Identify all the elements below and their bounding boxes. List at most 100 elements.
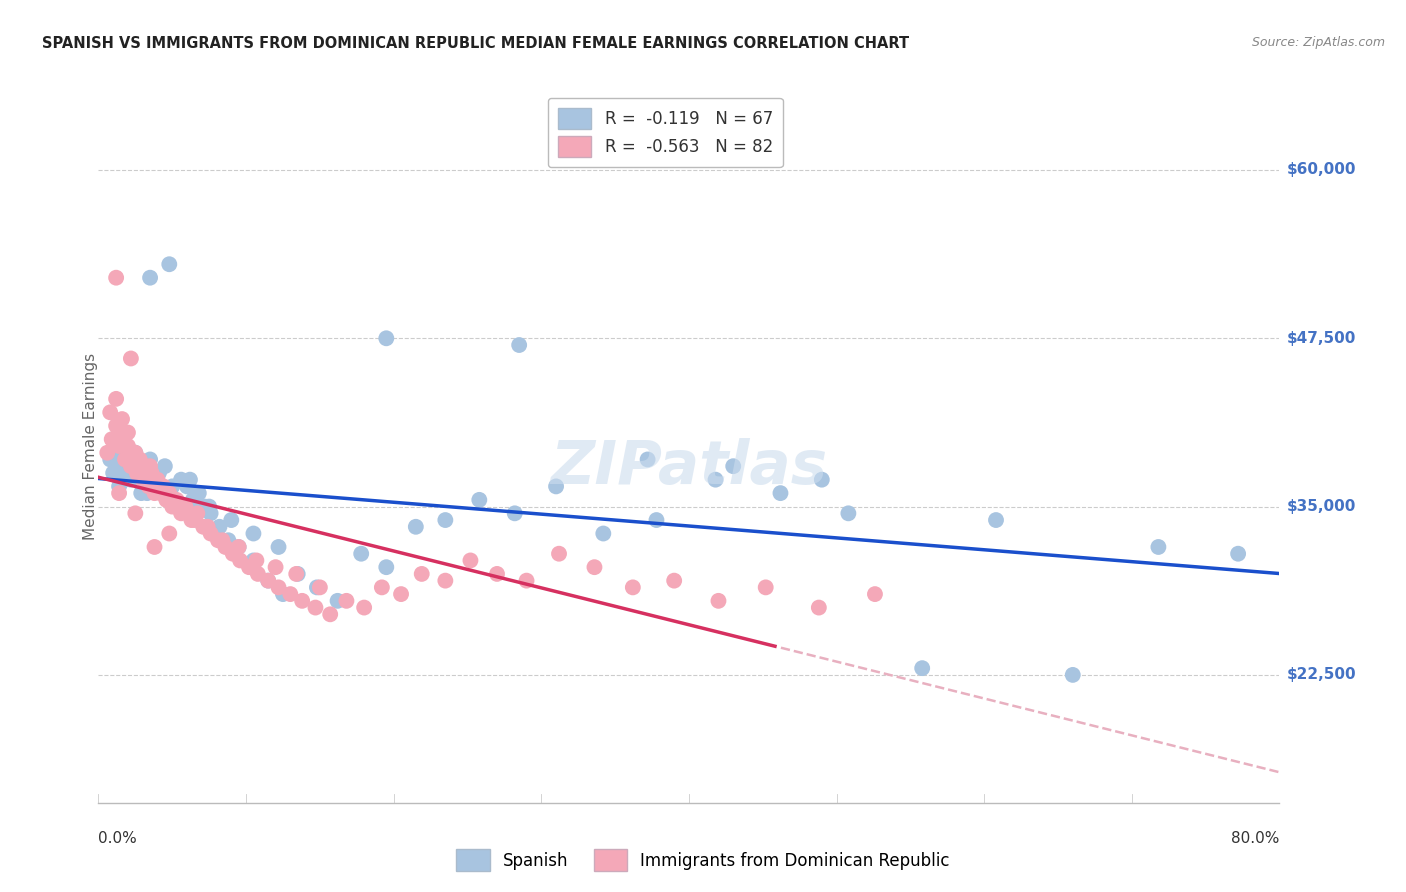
Point xyxy=(166,500,188,514)
Point xyxy=(183,513,205,527)
Point xyxy=(155,492,177,507)
Point xyxy=(124,446,146,460)
Point xyxy=(242,553,264,567)
Point xyxy=(170,473,193,487)
Point xyxy=(863,587,886,601)
Point xyxy=(411,566,433,581)
Text: $22,500: $22,500 xyxy=(1286,667,1357,682)
Point xyxy=(769,486,792,500)
Point xyxy=(271,587,294,601)
Legend: R =  -0.119   N = 67, R =  -0.563   N = 82: R = -0.119 N = 67, R = -0.563 N = 82 xyxy=(548,97,783,167)
Point xyxy=(105,270,128,285)
Point xyxy=(707,594,730,608)
Point xyxy=(291,594,314,608)
Point xyxy=(157,526,180,541)
Point xyxy=(138,479,160,493)
Point xyxy=(984,513,1007,527)
Text: ZIPatlas: ZIPatlas xyxy=(550,438,828,497)
Point xyxy=(159,492,181,507)
Point xyxy=(180,513,202,527)
Point xyxy=(125,466,148,480)
Point xyxy=(197,520,219,534)
Text: Source: ZipAtlas.com: Source: ZipAtlas.com xyxy=(1251,36,1385,49)
Point xyxy=(150,479,173,493)
Point xyxy=(142,473,165,487)
Point xyxy=(807,600,830,615)
Point xyxy=(245,553,267,567)
Point xyxy=(128,452,150,467)
Point xyxy=(755,580,778,594)
Point xyxy=(664,574,686,588)
Point xyxy=(515,574,537,588)
Point xyxy=(139,452,162,467)
Point xyxy=(174,500,197,514)
Point xyxy=(152,479,174,493)
Text: $35,000: $35,000 xyxy=(1286,500,1355,514)
Point xyxy=(229,553,252,567)
Point xyxy=(721,459,744,474)
Point xyxy=(810,473,832,487)
Point xyxy=(285,566,308,581)
Point xyxy=(186,506,208,520)
Point xyxy=(837,506,859,520)
Point xyxy=(124,446,146,460)
Point xyxy=(98,452,121,467)
Point xyxy=(176,479,198,493)
Point xyxy=(111,425,134,440)
Point xyxy=(207,533,229,548)
Point xyxy=(389,587,412,601)
Point xyxy=(375,331,398,345)
Point xyxy=(120,459,142,474)
Point xyxy=(120,351,142,366)
Point xyxy=(108,486,131,500)
Point xyxy=(146,473,169,487)
Point xyxy=(267,580,290,594)
Point xyxy=(267,540,290,554)
Point xyxy=(305,580,328,594)
Point xyxy=(228,540,250,554)
Point xyxy=(117,439,139,453)
Point xyxy=(105,392,128,406)
Point xyxy=(198,500,221,514)
Point xyxy=(105,418,128,433)
Point xyxy=(242,526,264,541)
Point xyxy=(592,526,614,541)
Point xyxy=(211,533,233,548)
Point xyxy=(108,479,131,493)
Point xyxy=(264,560,287,574)
Text: 80.0%: 80.0% xyxy=(1232,831,1279,847)
Point xyxy=(132,473,155,487)
Point xyxy=(583,560,606,574)
Point xyxy=(139,270,162,285)
Point xyxy=(257,574,280,588)
Point xyxy=(129,486,152,500)
Y-axis label: Median Female Earnings: Median Female Earnings xyxy=(83,352,97,540)
Point xyxy=(127,466,149,480)
Point xyxy=(238,560,260,574)
Point xyxy=(156,492,179,507)
Point xyxy=(508,338,530,352)
Point xyxy=(114,452,136,467)
Point xyxy=(637,452,659,467)
Point xyxy=(157,486,180,500)
Point xyxy=(172,500,194,514)
Point xyxy=(304,600,326,615)
Point xyxy=(145,479,167,493)
Point xyxy=(170,506,193,520)
Point xyxy=(544,479,567,493)
Point xyxy=(548,547,571,561)
Point xyxy=(1227,547,1250,561)
Point xyxy=(335,594,357,608)
Legend: Spanish, Immigrants from Dominican Republic: Spanish, Immigrants from Dominican Repub… xyxy=(449,841,957,880)
Point xyxy=(217,533,239,548)
Point xyxy=(117,452,139,467)
Point xyxy=(124,506,146,520)
Text: $47,500: $47,500 xyxy=(1286,331,1355,346)
Point xyxy=(103,466,125,480)
Point xyxy=(503,506,526,520)
Point xyxy=(162,479,183,493)
Point xyxy=(136,486,159,500)
Point xyxy=(1062,668,1084,682)
Point xyxy=(228,540,250,554)
Point xyxy=(353,600,375,615)
